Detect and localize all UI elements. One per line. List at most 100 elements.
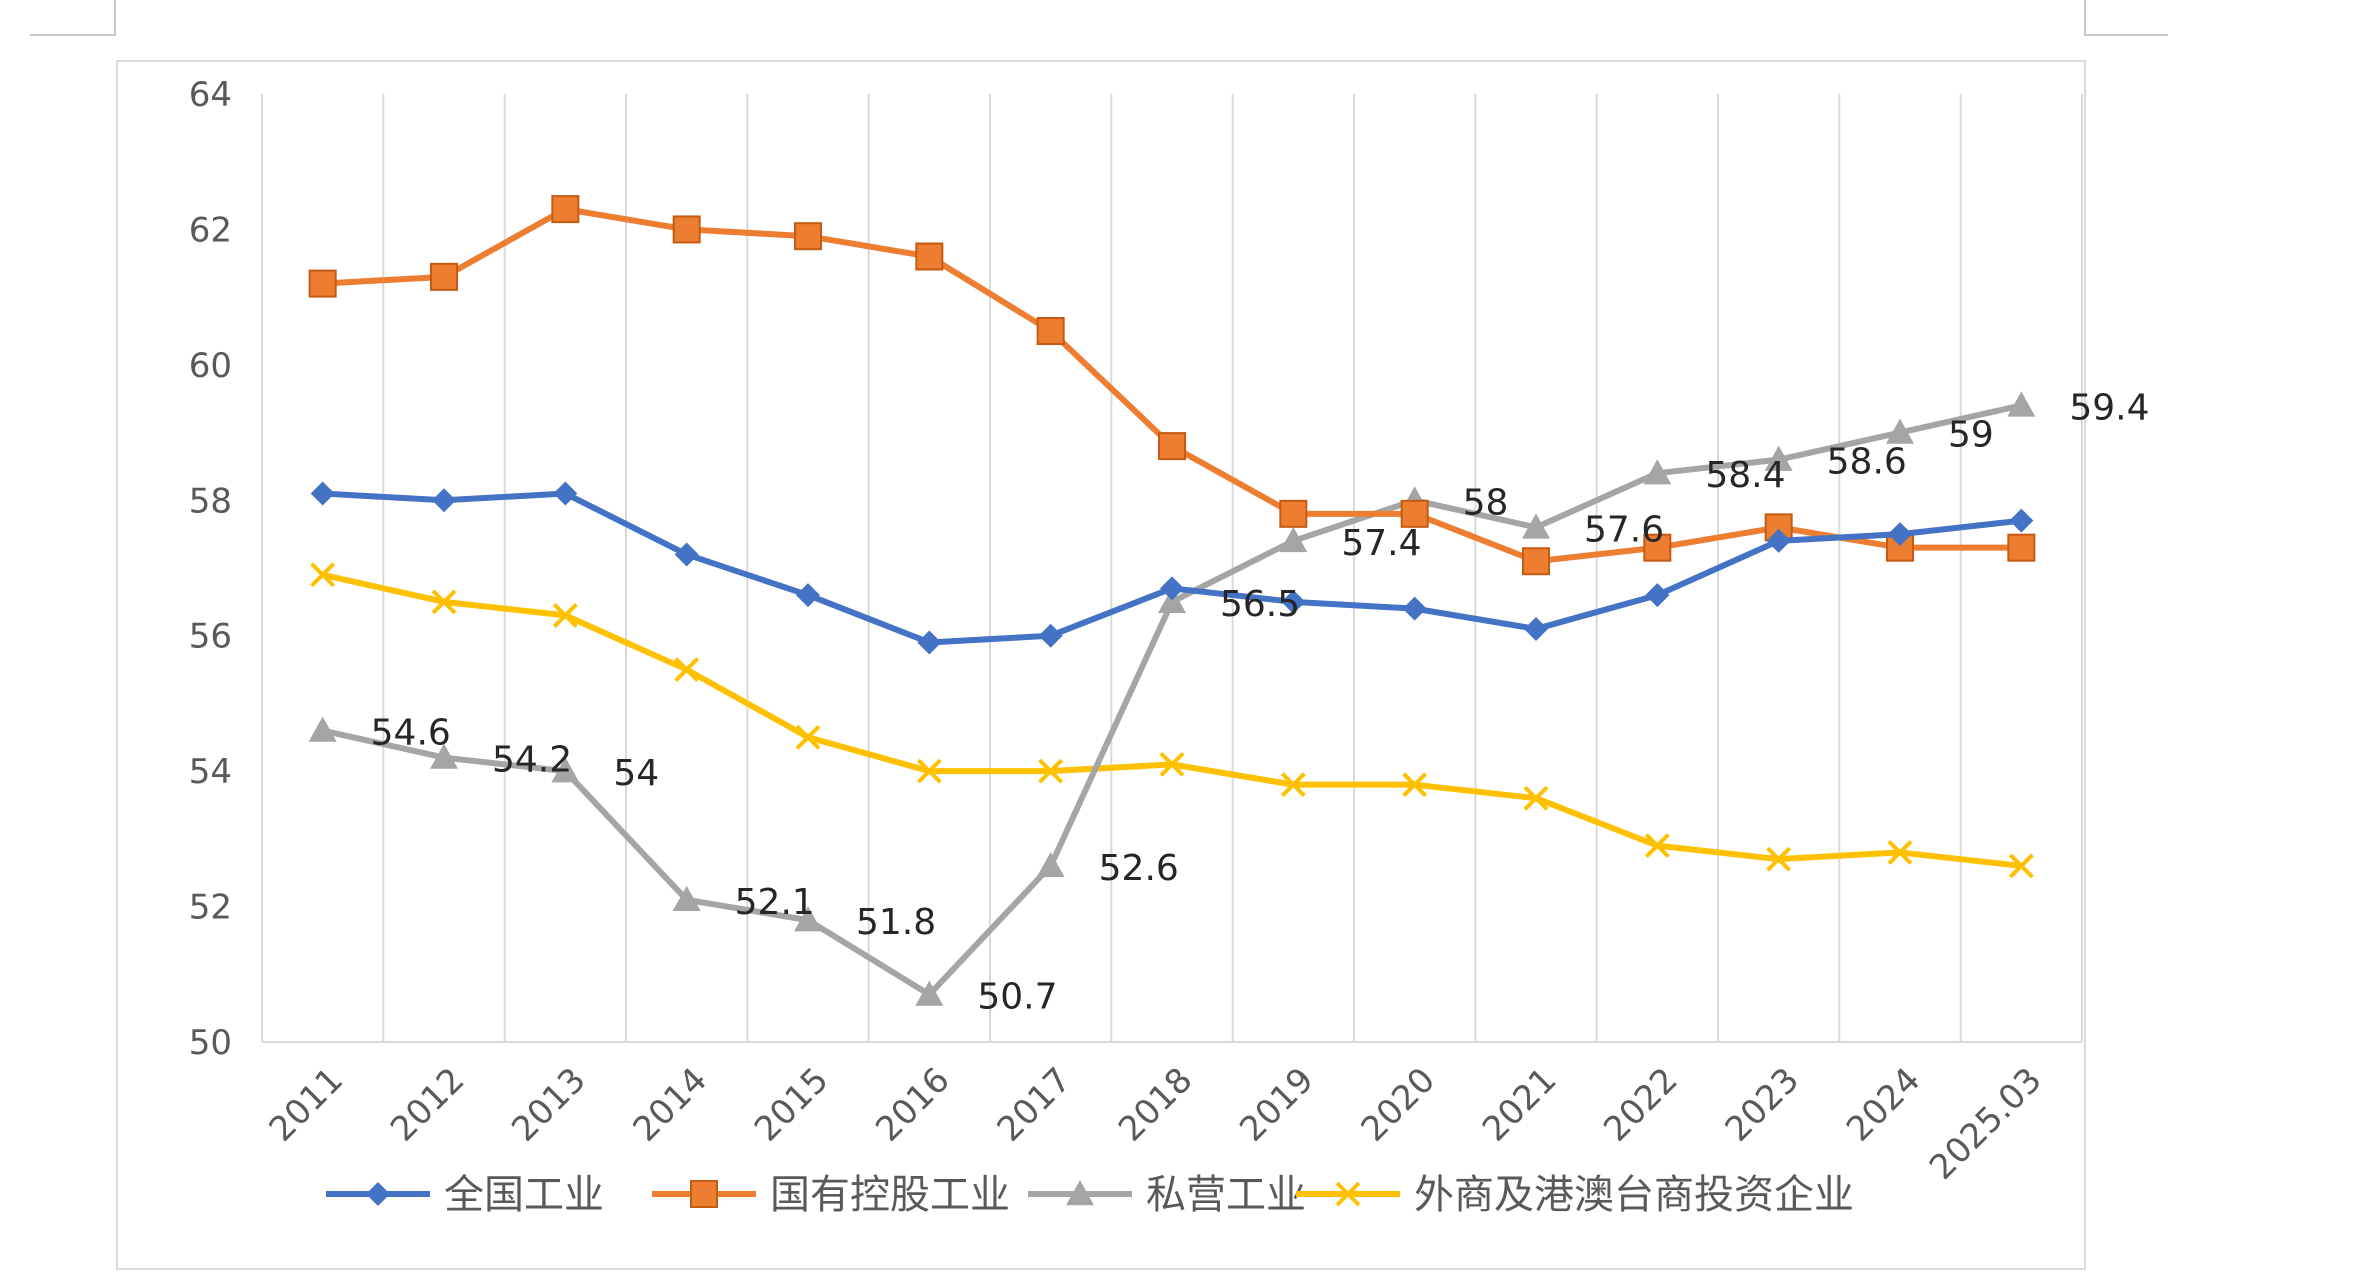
data-point [1643, 459, 1672, 485]
data-point [674, 657, 700, 682]
data-point [2009, 508, 2034, 533]
data-point [917, 630, 942, 655]
data-point [794, 222, 822, 251]
data-point [916, 758, 942, 784]
x-tick-label: 2025.03 [1922, 1060, 2050, 1188]
data-point [366, 1182, 390, 1206]
data-label: 52.6 [1099, 848, 1179, 889]
legend-label: 国有控股工业 [770, 1172, 1010, 1218]
data-label: 54 [613, 753, 659, 794]
series-4 [310, 562, 2034, 879]
data-point [310, 562, 336, 588]
data-point [552, 602, 578, 628]
data-label: 52.1 [735, 882, 815, 923]
data-point [1524, 616, 1548, 641]
data-label: 51.8 [856, 902, 936, 943]
legend-label: 全国工业 [444, 1172, 604, 1218]
data-label: 54.6 [371, 713, 451, 754]
data-label: 54.2 [492, 740, 572, 781]
grid-layer [261, 94, 2083, 1042]
data-point [915, 980, 944, 1006]
legend-label: 外商及港澳台商投资企业 [1414, 1172, 1854, 1218]
data-point [1400, 499, 1429, 528]
data-point [310, 481, 335, 506]
data-point [1066, 1180, 1094, 1206]
x-tick-label: 2013 [504, 1060, 593, 1149]
y-tick-label: 64 [189, 75, 232, 115]
data-label: 56.5 [1220, 584, 1300, 625]
data-point [551, 195, 580, 224]
legend: 全国工业 国有控股工业 私营工业 外商及港澳台商投资企业 [326, 1172, 1854, 1218]
data-label: 59 [1948, 415, 1994, 456]
data-point [1335, 1181, 1361, 1207]
data-point [1766, 846, 1792, 872]
page-edge-right-horizontal [2084, 34, 2168, 36]
page-edge-right-vertical [2084, 0, 2086, 36]
series-line [319, 571, 2025, 869]
data-point [795, 724, 821, 750]
x-tick-label: 2019 [1232, 1060, 1321, 1149]
y-tick-label: 58 [189, 481, 232, 521]
y-tick-label: 50 [189, 1023, 232, 1063]
x-tick-label: 2023 [1718, 1060, 1807, 1149]
y-tick-label: 62 [189, 210, 232, 250]
x-tick-label: 2018 [1111, 1060, 1200, 1149]
data-point [796, 583, 820, 608]
data-point [308, 269, 337, 298]
data-label: 57.4 [1341, 523, 1421, 564]
chart-frame [116, 60, 2086, 1270]
data-point [1158, 432, 1186, 461]
data-point [672, 215, 701, 244]
x-tick-label: 2014 [626, 1060, 715, 1149]
data-point [1643, 533, 1672, 562]
data-point [1402, 596, 1427, 621]
data-point [2008, 853, 2034, 879]
data-label: 58.4 [1705, 455, 1785, 496]
page-edge-left-vertical [114, 0, 116, 36]
axis-layer: 50 52 54 56 58 60 62 64 2011 2012 2013 2014 2015 2016… [189, 75, 2082, 1188]
x-tick-label: 2016 [868, 1060, 957, 1149]
data-point [1887, 839, 1913, 865]
data-point [1160, 576, 1184, 601]
data-point [672, 885, 701, 911]
data-point [430, 262, 458, 291]
data-label: 59.4 [2069, 387, 2149, 428]
data-point [1764, 445, 1793, 471]
data-point [551, 757, 580, 783]
legend-label: 私营工业 [1146, 1172, 1306, 1218]
y-tick-label: 60 [189, 346, 232, 386]
data-point [1402, 772, 1428, 798]
x-tick-label: 2021 [1475, 1060, 1564, 1149]
data-point [1886, 418, 1914, 444]
y-tick-label: 52 [189, 888, 232, 928]
data-point [1645, 583, 1670, 608]
x-tick-label: 2017 [990, 1060, 1079, 1149]
data-point [915, 242, 944, 271]
x-tick-label: 2011 [262, 1060, 351, 1149]
data-point [674, 542, 699, 567]
data-point [1036, 851, 1065, 878]
data-point [430, 743, 458, 769]
data-point [1281, 589, 1306, 614]
data-point [2007, 533, 2036, 562]
y-tick-label: 56 [189, 617, 232, 657]
data-point [1279, 499, 1308, 528]
data-point [1522, 513, 1550, 539]
series-line [319, 206, 2025, 565]
legend-item-2: 国有控股工业 [652, 1172, 1010, 1218]
data-label: 58 [1463, 482, 1509, 523]
x-tick-label: 2015 [747, 1060, 836, 1149]
series-2 [308, 195, 2036, 576]
data-point [690, 1180, 718, 1208]
data-point [1522, 547, 1550, 576]
data-label: 50.7 [977, 977, 1057, 1018]
data-point [432, 488, 456, 513]
legend-item-4: 外商及港澳台商投资企业 [1296, 1172, 1854, 1218]
y-tick-label: 54 [189, 752, 232, 792]
data-point [1038, 623, 1063, 648]
data-label: 57.6 [1584, 509, 1664, 550]
x-tick-label: 2020 [1354, 1060, 1443, 1149]
data-point [1888, 522, 1912, 547]
data-point [1038, 758, 1064, 784]
